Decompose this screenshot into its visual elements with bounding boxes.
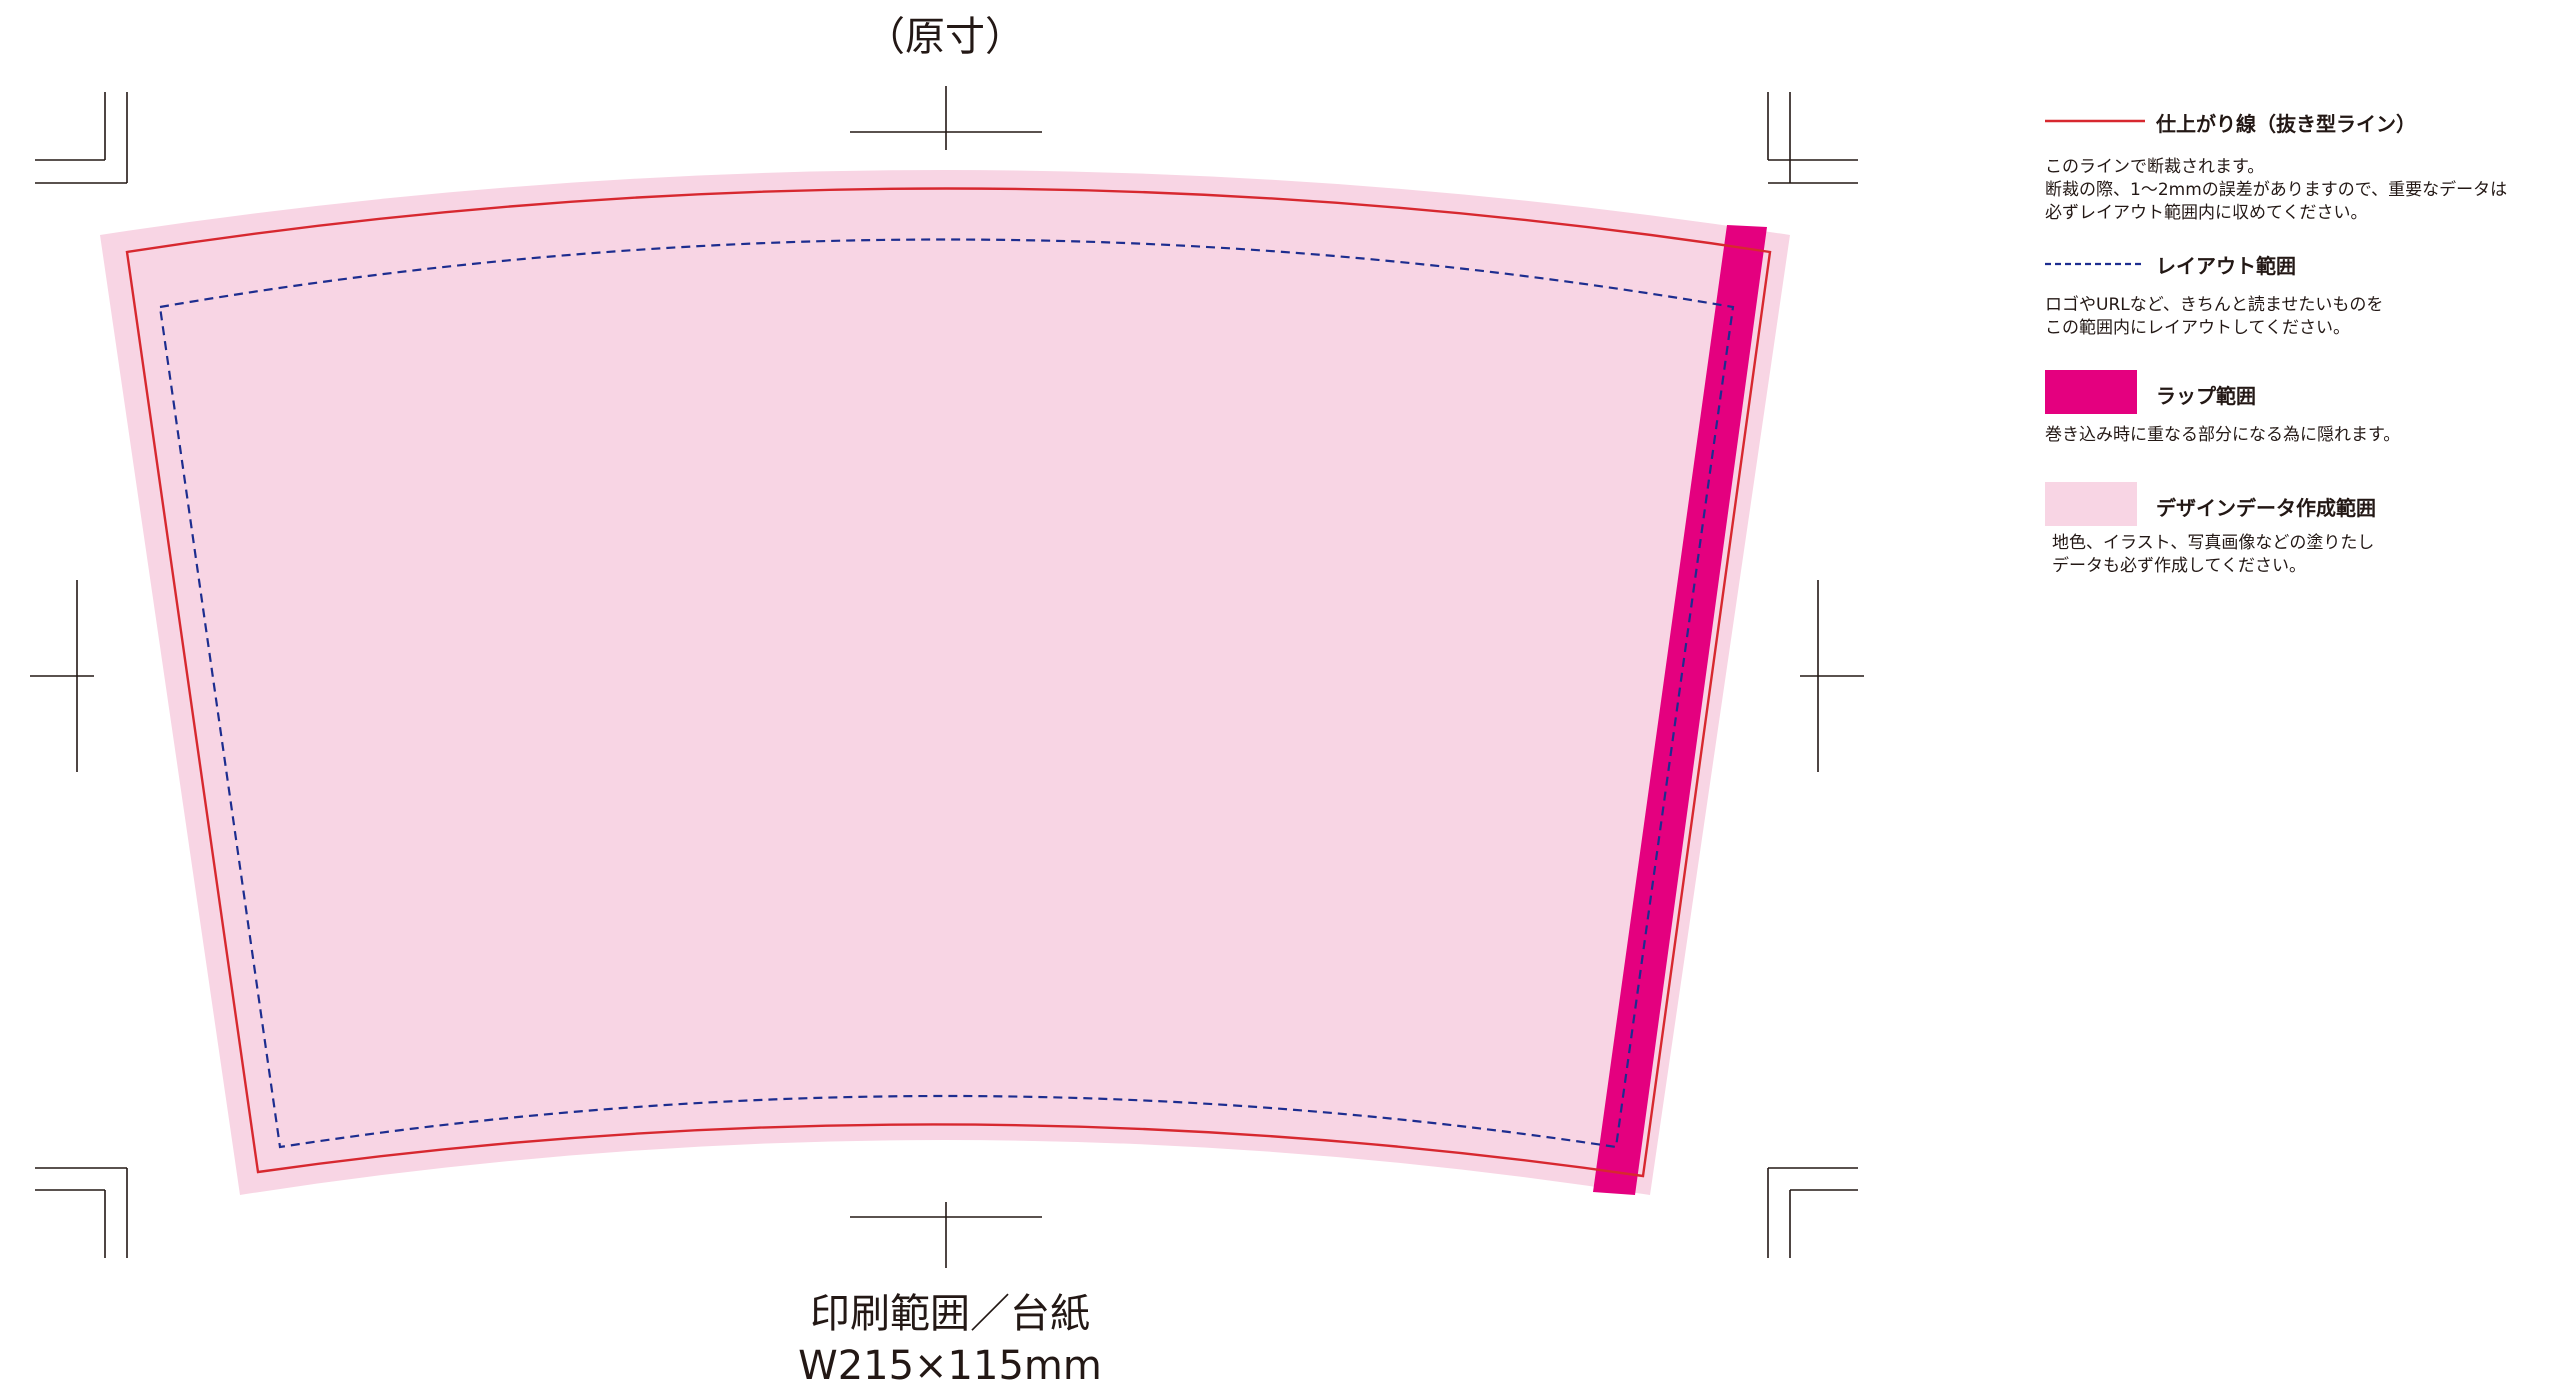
print-area-caption: 印刷範囲／台紙 (810, 1291, 1090, 1337)
wrap-desc: 巻き込み時に重なる部分になる為に隠れます。 (2045, 425, 2401, 445)
wrap-swatch (2045, 370, 2137, 414)
cut-line-desc: このラインで断裁されます。 断裁の際、1～2mmの誤差がありますので、重要なデー… (2045, 157, 2508, 223)
cut-line-title: 仕上がり線（抜き型ライン） (2156, 112, 2416, 136)
cut-line-swatch (2045, 119, 2145, 123)
wrap-area-band (1593, 225, 1767, 1195)
cup-sleeve-template-diagram (30, 86, 1864, 1268)
cut-line (125, 187, 1772, 1178)
design-title: デザインデータ作成範囲 (2156, 496, 2376, 520)
layout-line-swatch (2045, 262, 2145, 266)
wrap-title: ラップ範囲 (2156, 384, 2256, 408)
design-area-shape (100, 170, 1790, 1195)
design-swatch (2045, 482, 2137, 526)
crop-marks (30, 86, 1864, 1268)
page-title: （原寸） (865, 14, 1025, 60)
layout-line (158, 238, 1735, 1149)
layout-title: レイアウト範囲 (2156, 254, 2296, 278)
print-area-size: W215×115mm (798, 1343, 1102, 1389)
design-desc: 地色、イラスト、写真画像などの塗りたし データも必ず作成してください。 (2052, 533, 2375, 576)
layout-desc: ロゴやURLなど、きちんと読ませたいものを この範囲内にレイアウトしてください。 (2045, 295, 2384, 338)
